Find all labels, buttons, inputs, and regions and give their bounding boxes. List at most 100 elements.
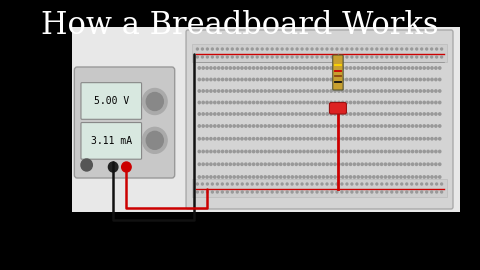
Circle shape <box>233 90 235 92</box>
Circle shape <box>260 67 263 69</box>
Circle shape <box>357 78 360 81</box>
Circle shape <box>231 48 233 50</box>
Circle shape <box>198 137 201 140</box>
Circle shape <box>388 150 390 153</box>
Circle shape <box>268 78 270 81</box>
Circle shape <box>198 113 201 115</box>
Circle shape <box>279 90 282 92</box>
Circle shape <box>416 191 418 193</box>
Circle shape <box>210 113 212 115</box>
Circle shape <box>281 48 283 50</box>
Circle shape <box>233 163 235 166</box>
Circle shape <box>272 176 274 178</box>
Circle shape <box>272 150 274 153</box>
Circle shape <box>237 67 239 69</box>
Circle shape <box>427 78 429 81</box>
Circle shape <box>415 137 418 140</box>
Circle shape <box>221 125 224 127</box>
Circle shape <box>291 125 293 127</box>
Circle shape <box>353 176 356 178</box>
Circle shape <box>366 48 368 50</box>
Circle shape <box>338 78 340 81</box>
Circle shape <box>361 78 363 81</box>
Circle shape <box>311 56 313 58</box>
Circle shape <box>381 150 383 153</box>
Circle shape <box>307 150 309 153</box>
Circle shape <box>221 101 224 104</box>
Circle shape <box>411 137 414 140</box>
Circle shape <box>221 78 224 81</box>
Circle shape <box>353 150 356 153</box>
Circle shape <box>431 191 432 193</box>
Circle shape <box>229 125 231 127</box>
Circle shape <box>245 90 247 92</box>
Circle shape <box>217 67 220 69</box>
Circle shape <box>381 176 383 178</box>
Circle shape <box>404 67 406 69</box>
Circle shape <box>276 150 278 153</box>
Circle shape <box>365 101 367 104</box>
Circle shape <box>303 125 305 127</box>
Circle shape <box>299 90 301 92</box>
Circle shape <box>411 125 414 127</box>
Circle shape <box>198 67 201 69</box>
Circle shape <box>384 101 386 104</box>
Circle shape <box>427 101 429 104</box>
Circle shape <box>384 67 386 69</box>
Circle shape <box>371 56 373 58</box>
Circle shape <box>411 176 414 178</box>
Circle shape <box>346 150 348 153</box>
Circle shape <box>241 150 243 153</box>
Circle shape <box>408 125 410 127</box>
Circle shape <box>202 137 204 140</box>
Circle shape <box>372 78 375 81</box>
Circle shape <box>236 56 238 58</box>
Circle shape <box>396 150 398 153</box>
Circle shape <box>396 176 398 178</box>
Circle shape <box>318 78 321 81</box>
Circle shape <box>431 78 433 81</box>
Circle shape <box>423 101 425 104</box>
Circle shape <box>411 150 414 153</box>
Circle shape <box>221 67 224 69</box>
Circle shape <box>318 125 321 127</box>
Circle shape <box>295 113 298 115</box>
Circle shape <box>217 163 220 166</box>
Circle shape <box>288 90 289 92</box>
Circle shape <box>264 90 266 92</box>
Circle shape <box>216 56 218 58</box>
Circle shape <box>307 101 309 104</box>
Circle shape <box>295 90 298 92</box>
Circle shape <box>357 125 360 127</box>
Circle shape <box>198 176 201 178</box>
Circle shape <box>143 127 167 153</box>
Circle shape <box>326 137 328 140</box>
Circle shape <box>342 125 344 127</box>
Circle shape <box>369 90 371 92</box>
Circle shape <box>237 150 239 153</box>
Circle shape <box>314 163 317 166</box>
Circle shape <box>366 183 368 185</box>
Circle shape <box>299 176 301 178</box>
Circle shape <box>276 191 278 193</box>
Circle shape <box>314 101 317 104</box>
Circle shape <box>198 78 201 81</box>
Circle shape <box>256 163 259 166</box>
Circle shape <box>372 163 375 166</box>
Circle shape <box>421 191 422 193</box>
Circle shape <box>306 48 308 50</box>
Circle shape <box>435 90 437 92</box>
Circle shape <box>423 163 425 166</box>
Circle shape <box>217 137 220 140</box>
Circle shape <box>249 90 251 92</box>
Circle shape <box>198 101 201 104</box>
Circle shape <box>365 150 367 153</box>
Circle shape <box>419 113 421 115</box>
Circle shape <box>361 113 363 115</box>
Circle shape <box>284 78 286 81</box>
Circle shape <box>229 137 231 140</box>
Circle shape <box>202 150 204 153</box>
Circle shape <box>341 48 343 50</box>
Circle shape <box>415 67 418 69</box>
Circle shape <box>431 125 433 127</box>
